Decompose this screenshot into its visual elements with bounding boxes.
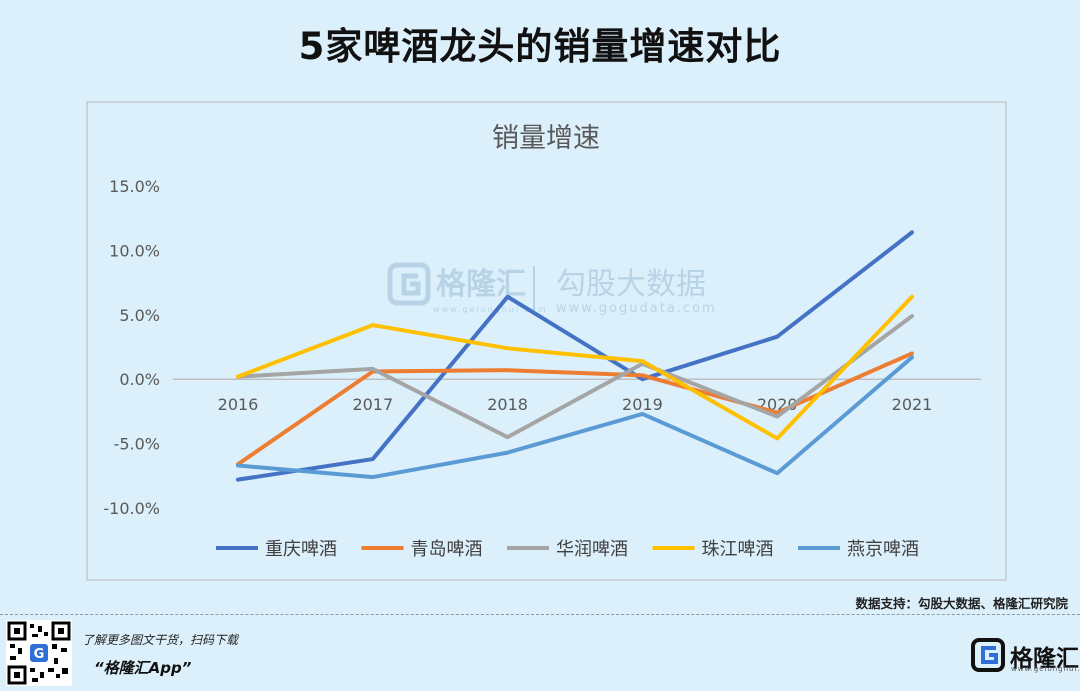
series-line (236, 355, 914, 480)
page-title: 5家啤酒龙头的销量增速对比 (298, 25, 782, 68)
watermark-partner: 勾股大数据 (556, 267, 706, 302)
svg-text:G: G (34, 647, 45, 662)
series-line (236, 294, 914, 441)
y-tick-label: -10.0% (103, 499, 160, 518)
watermark: 格隆汇 www.gelonghui.com 勾股大数据 www.gogudata… (387, 262, 717, 316)
promo-app-name: “格隆汇App” (94, 659, 192, 677)
footer-divider (0, 614, 1080, 615)
chart-panel: 格隆汇 www.gelonghui.com 勾股大数据 www.gogudata… (86, 101, 1007, 581)
legend-label: 青岛啤酒 (411, 539, 483, 560)
promo-text: 了解更多图文干货，扫码下载 (82, 633, 239, 647)
brand-name: 格隆汇 (1010, 646, 1079, 672)
legend-label: 燕京啤酒 (847, 539, 919, 560)
watermark-partner-url: www.gogudata.com (556, 301, 717, 316)
chart-title: 销量增速 (492, 123, 600, 154)
x-tick-label: 2017 (352, 395, 393, 414)
series-line (236, 314, 914, 440)
x-tick-label: 2021 (892, 395, 933, 414)
watermark-brand-url: www.gelonghui.com (433, 305, 548, 314)
qr-code[interactable]: G (6, 620, 72, 686)
qr-code-icon: G (7, 621, 71, 685)
brand-logo[interactable]: 格隆汇 www.gelonghui.com (970, 637, 1080, 673)
x-tick-label: 2018 (487, 395, 528, 414)
legend-label: 珠江啤酒 (702, 539, 774, 560)
brand-logo-icon (971, 638, 1005, 672)
y-tick-label: 5.0% (119, 306, 160, 325)
x-tick-label: 2016 (218, 395, 259, 414)
y-tick-label: 0.0% (119, 370, 160, 389)
legend-label: 华润啤酒 (556, 539, 628, 560)
y-tick-label: -5.0% (114, 435, 160, 454)
watermark-brand: 格隆汇 (436, 267, 526, 302)
y-tick-label: 10.0% (109, 241, 160, 260)
watermark-logo-icon (387, 262, 431, 306)
line-chart: 格隆汇 www.gelonghui.com 勾股大数据 www.gogudata… (103, 123, 981, 560)
series-line (236, 230, 914, 482)
brand-url: www.gelonghui.com (1011, 665, 1080, 673)
y-tick-label: 15.0% (109, 177, 160, 196)
x-tick-label: 2019 (622, 395, 663, 414)
source-note: 数据支持：勾股大数据、格隆汇研究院 (855, 596, 1068, 611)
series-line (236, 351, 914, 467)
legend-label: 重庆啤酒 (265, 539, 337, 560)
